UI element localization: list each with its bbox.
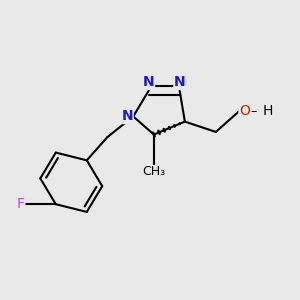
Text: F: F — [17, 197, 25, 211]
Text: N: N — [143, 75, 154, 89]
Text: N: N — [122, 110, 133, 123]
Text: O: O — [239, 104, 250, 118]
Text: –: – — [250, 105, 256, 118]
Text: N: N — [174, 75, 185, 89]
Text: CH₃: CH₃ — [142, 166, 165, 178]
Text: H: H — [262, 104, 273, 118]
